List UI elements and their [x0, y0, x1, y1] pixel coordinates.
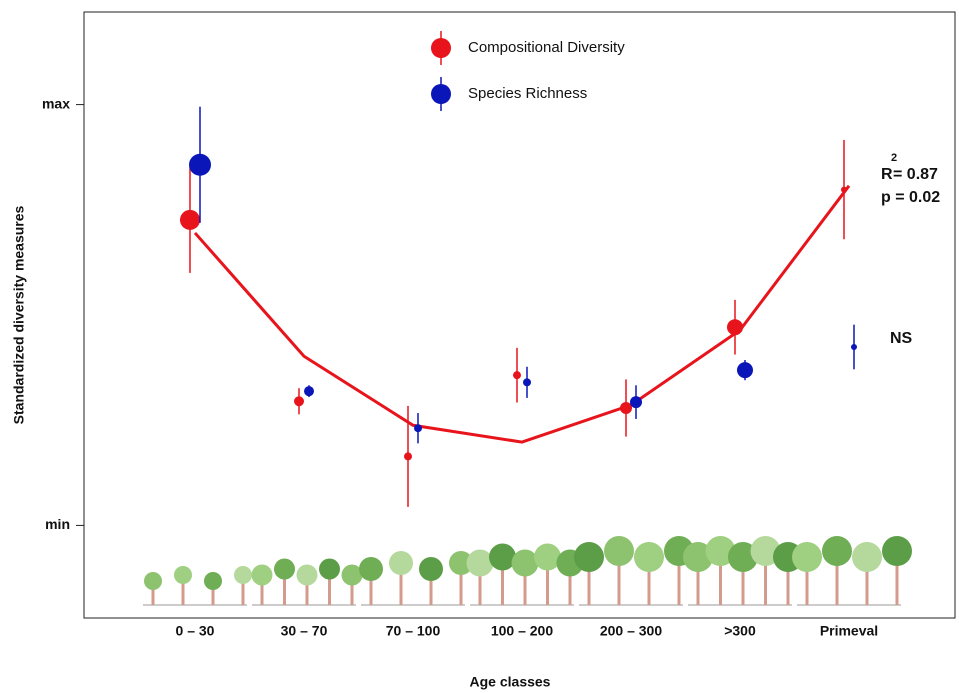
point — [513, 371, 521, 380]
legend-marker — [431, 84, 451, 104]
trunk — [546, 561, 549, 605]
legend-label: Compositional Diversity — [468, 39, 625, 56]
point — [414, 424, 422, 433]
y-tick-label: min — [45, 516, 70, 532]
annotation-sup: 2 — [891, 152, 897, 164]
x-tick-label: 200 – 300 — [600, 623, 662, 639]
trunk — [350, 579, 354, 605]
trunk — [523, 567, 527, 605]
trunk — [805, 561, 809, 605]
trunk — [568, 567, 572, 605]
x-tick-label: 30 – 70 — [281, 623, 328, 639]
crown — [705, 536, 736, 566]
point — [180, 209, 200, 230]
crown — [511, 549, 539, 577]
crown — [449, 551, 473, 575]
annotation: R — [881, 166, 893, 183]
trunk — [151, 585, 155, 605]
crown — [574, 542, 604, 572]
trunk — [647, 561, 651, 605]
trunk — [741, 561, 745, 605]
trunk — [211, 585, 215, 605]
trunk — [587, 561, 591, 605]
crown — [144, 572, 162, 590]
trunk — [865, 561, 869, 605]
crown — [604, 536, 634, 566]
point — [523, 378, 531, 387]
point — [727, 319, 743, 336]
x-tick-label: 0 – 30 — [176, 623, 215, 639]
legend-label: Species Richness — [468, 85, 587, 102]
crown — [204, 572, 222, 590]
trunk — [260, 579, 264, 605]
crown — [174, 566, 192, 584]
trunk — [835, 555, 839, 605]
trunk — [696, 561, 700, 605]
crown — [634, 542, 664, 572]
x-tick-label: 70 – 100 — [386, 623, 441, 639]
point — [841, 186, 847, 193]
x-axis-label: Age classes — [470, 674, 551, 690]
x-tick-label: 100 – 200 — [491, 623, 553, 639]
point — [630, 396, 642, 409]
point — [304, 386, 314, 397]
trunk — [241, 579, 245, 605]
crown — [319, 558, 340, 580]
trunk — [786, 561, 790, 605]
crown — [750, 536, 781, 566]
trunk — [305, 579, 309, 605]
trunk — [369, 573, 373, 605]
crown — [341, 564, 363, 586]
plot-frame — [83, 11, 956, 619]
fit-line — [193, 184, 851, 444]
x-tick-label: >300 — [724, 623, 756, 639]
crown — [466, 549, 494, 577]
crown — [419, 557, 443, 581]
point — [404, 452, 412, 461]
trunk — [764, 555, 767, 605]
trunk — [459, 567, 463, 605]
trunk — [478, 567, 482, 605]
crown — [882, 536, 912, 566]
crown — [852, 542, 882, 572]
trunk — [328, 573, 331, 605]
trunk — [895, 555, 899, 605]
annotation: p = 0.02 — [881, 189, 940, 206]
legend-marker — [431, 38, 451, 58]
trunk — [181, 579, 185, 605]
y-tick-label: max — [42, 95, 70, 111]
crown — [489, 543, 516, 571]
trunk — [283, 573, 286, 605]
crown — [822, 536, 852, 566]
crown — [728, 542, 758, 572]
x-tick-label: Primeval — [820, 623, 878, 639]
trunk — [429, 573, 433, 605]
crown — [683, 542, 713, 572]
crown — [234, 566, 252, 584]
trunk — [501, 561, 504, 605]
trunk — [719, 555, 722, 605]
point — [189, 153, 211, 176]
point — [294, 396, 304, 407]
crown — [792, 542, 822, 572]
crown — [534, 543, 561, 571]
point — [620, 402, 632, 415]
crown — [359, 557, 383, 581]
point — [851, 343, 857, 350]
tree-illustrations — [143, 536, 912, 606]
point — [737, 362, 753, 379]
trunk — [677, 555, 681, 605]
crown — [389, 551, 413, 575]
crown — [274, 558, 295, 580]
y-axis-label: Standardized diversity measures — [11, 205, 27, 424]
crown — [251, 564, 273, 586]
crown — [296, 564, 318, 586]
trunk — [617, 555, 621, 605]
annotation: NS — [890, 330, 913, 347]
trunk — [399, 567, 403, 605]
annotation: = 0.87 — [893, 166, 938, 183]
